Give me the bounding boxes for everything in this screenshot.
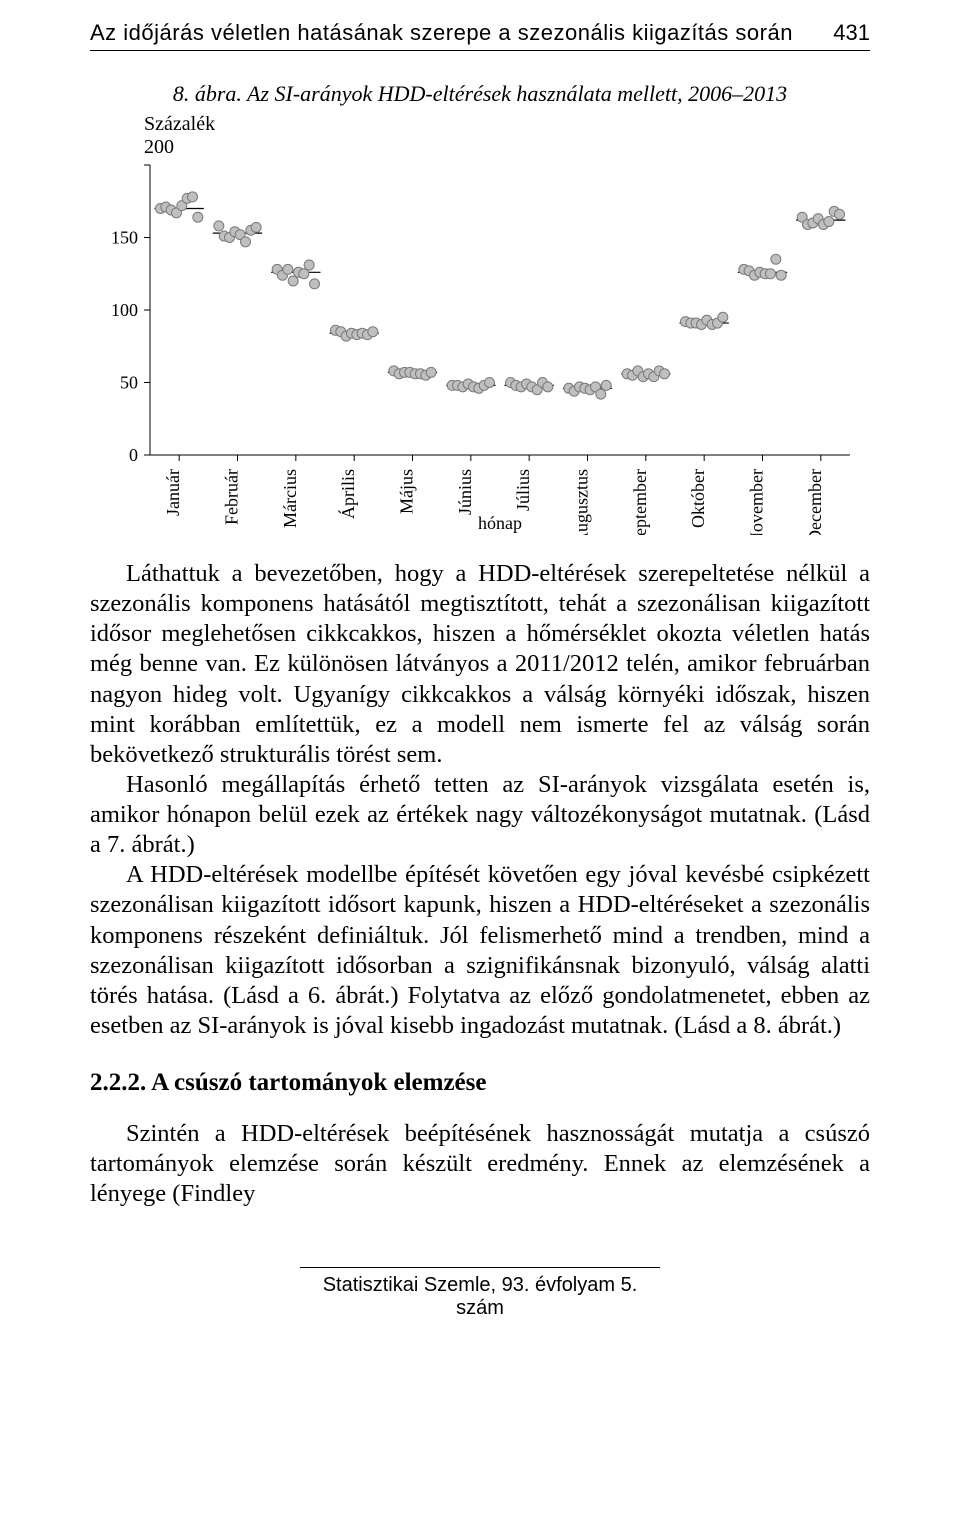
data-point: [251, 222, 261, 232]
data-point: [188, 192, 198, 202]
data-point: [835, 209, 845, 219]
x-category-label: November: [747, 469, 767, 535]
data-point: [299, 269, 309, 279]
chart: 0 50 100 150 Január Február Március Április Máju…: [90, 155, 870, 535]
data-point: [824, 217, 834, 227]
data-point: [596, 389, 606, 399]
x-category-label: Október: [688, 469, 708, 528]
x-category-label: Május: [397, 469, 417, 514]
y-axis-title-text: Százalék: [144, 113, 215, 135]
footer-text: Statisztikai Szemle, 93. évfolyam 5. szá…: [323, 1274, 638, 1319]
svg-text:0: 0: [129, 445, 138, 465]
data-point: [310, 279, 320, 289]
x-category-label: Április: [337, 469, 358, 519]
x-category-label: Február: [222, 469, 242, 525]
data-point: [776, 270, 786, 280]
x-category-label: Augusztus: [572, 469, 592, 535]
svg-text:150: 150: [111, 228, 138, 248]
data-point: [718, 312, 728, 322]
data-point: [283, 264, 293, 274]
data-point: [766, 269, 776, 279]
page-number: 431: [833, 20, 870, 46]
data-point: [543, 382, 553, 392]
x-category-label: December: [805, 469, 825, 535]
data-point: [193, 212, 203, 222]
paragraph-4: Szintén a HDD-eltérések beépítésének has…: [90, 1119, 870, 1209]
y-axis-top-tick: 200: [144, 136, 174, 158]
data-point: [660, 369, 670, 379]
data-point: [601, 380, 611, 390]
chart-svg: 0 50 100 150 Január Február Március Április Máju…: [90, 155, 870, 535]
paragraph-1: Láthattuk a bevezetőben, hogy a HDD-elté…: [90, 559, 870, 770]
data-point: [214, 221, 224, 231]
figure-caption: 8. ábra. Az SI-arányok HDD-eltérések has…: [90, 81, 870, 107]
data-point: [288, 276, 298, 286]
running-header: Az időjárás véletlen hatásának szerepe a…: [90, 20, 870, 51]
paragraph-3: A HDD-eltérések modellbe építését követő…: [90, 860, 870, 1041]
x-category-label: Július: [513, 469, 533, 511]
section-heading: 2.2.2. A csúszó tartományok elemzése: [90, 1069, 870, 1097]
data-point: [426, 367, 436, 377]
footer: Statisztikai Szemle, 93. évfolyam 5. szá…: [300, 1267, 660, 1320]
paragraph-2: Hasonló megállapítás érhető tetten az SI…: [90, 770, 870, 860]
page: Az időjárás véletlen hatásának szerepe a…: [0, 0, 960, 1360]
running-title: Az időjárás véletlen hatásának szerepe a…: [90, 20, 793, 46]
body-text: Láthattuk a bevezetőben, hogy a HDD-elté…: [90, 559, 870, 1209]
x-axis-title: hónap: [478, 513, 522, 533]
data-point: [771, 254, 781, 264]
x-category-label: Június: [455, 469, 475, 515]
svg-text:100: 100: [111, 300, 138, 320]
data-point: [241, 237, 251, 247]
x-category-label: Szeptember: [630, 469, 650, 535]
data-point: [304, 260, 314, 270]
y-axis-title: Százalék 200: [144, 113, 870, 159]
data-point: [368, 327, 378, 337]
data-point: [485, 378, 495, 388]
x-category-label: Március: [280, 469, 300, 528]
x-category-label: Január: [163, 469, 183, 516]
svg-text:50: 50: [120, 373, 138, 393]
